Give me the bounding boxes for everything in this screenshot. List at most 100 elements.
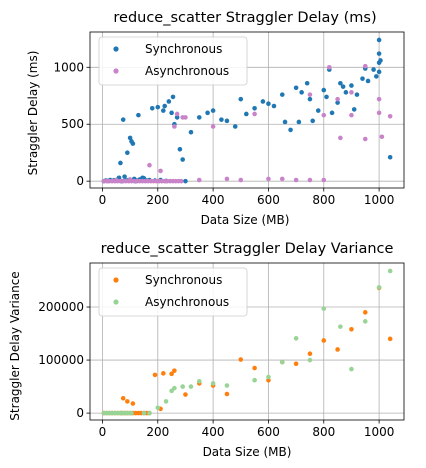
data-point (252, 111, 257, 117)
x-tick-label: 600 (257, 193, 280, 207)
x-tick-label: 400 (202, 425, 225, 439)
data-point (307, 357, 313, 363)
data-point (365, 78, 371, 84)
data-point (279, 359, 285, 365)
data-point (210, 124, 216, 129)
data-point (169, 110, 174, 116)
data-point (205, 110, 210, 116)
data-point (327, 64, 332, 70)
legend: Synchronous Asynchronous (98, 267, 248, 317)
data-point (321, 87, 327, 93)
legend-label-asynchronous: Asynchronous (145, 295, 229, 309)
data-point (349, 327, 354, 332)
data-point (335, 347, 340, 352)
data-point (362, 310, 368, 315)
data-point (136, 112, 141, 118)
data-point (362, 136, 368, 142)
data-point (169, 371, 174, 377)
data-point (349, 112, 354, 118)
y-tick-label: 0 (76, 174, 84, 188)
x-tick-label: 600 (257, 425, 280, 439)
x-axis-label: Data Size (MB) (201, 213, 290, 227)
data-point (172, 368, 177, 373)
data-point (379, 134, 385, 140)
data-point (210, 108, 216, 113)
data-point (351, 107, 357, 112)
data-point (310, 118, 316, 124)
data-point (307, 96, 313, 102)
data-point (335, 100, 340, 105)
data-point (170, 94, 176, 100)
data-point (238, 96, 244, 102)
data-point (172, 124, 177, 129)
legend-marker-asynchronous (113, 299, 119, 305)
data-point (338, 80, 343, 86)
data-point (177, 146, 183, 152)
data-point (244, 111, 249, 117)
data-point (224, 383, 230, 388)
data-point (376, 69, 382, 75)
data-point (130, 141, 136, 146)
data-point (224, 176, 230, 182)
data-point (122, 174, 127, 179)
data-point (129, 410, 134, 416)
data-point (296, 119, 302, 125)
y-tick-label: 500 (61, 117, 84, 131)
data-point (279, 176, 285, 182)
data-point (224, 391, 230, 397)
data-point (219, 117, 224, 122)
data-point (224, 118, 230, 124)
data-point (149, 105, 155, 111)
data-point (340, 84, 346, 89)
data-point (293, 336, 299, 341)
plot-area (89, 31, 405, 189)
data-point (163, 399, 169, 404)
data-point (238, 357, 244, 362)
data-point (271, 103, 277, 109)
data-point (335, 96, 340, 102)
data-point (321, 112, 327, 118)
data-point (307, 92, 313, 97)
data-point (180, 384, 185, 389)
data-point (354, 92, 360, 97)
x-tick-label: 800 (312, 193, 335, 207)
data-point (232, 124, 238, 129)
data-point (162, 103, 167, 109)
data-point (188, 384, 194, 389)
data-point (120, 117, 126, 122)
data-point (155, 405, 161, 411)
data-point (147, 162, 152, 168)
data-point (180, 157, 185, 162)
data-point (166, 99, 172, 104)
y-tick-label: 200000 (38, 300, 84, 314)
data-point (127, 177, 133, 182)
data-point (378, 58, 383, 63)
data-point (360, 76, 365, 81)
data-point (141, 410, 147, 416)
data-point (376, 51, 382, 56)
data-point (210, 381, 216, 386)
data-point (343, 90, 349, 95)
x-tick-label: 200 (146, 193, 169, 207)
data-point (376, 110, 382, 116)
data-point (174, 111, 180, 117)
y-tick-label: 0 (76, 406, 84, 420)
data-point (113, 177, 119, 183)
scatter-points (101, 37, 393, 184)
delay-chart: reduce_scatter Straggler Delay (ms) 0 200… (26, 10, 405, 227)
data-point (155, 104, 161, 110)
axis-ticks: 0 200 400 600 800 1000 0 500 1000 (53, 60, 394, 207)
legend-marker-asynchronous (113, 68, 119, 74)
data-point (374, 74, 379, 79)
x-tick-label: 1000 (364, 425, 395, 439)
y-tick-label: 100000 (38, 353, 84, 367)
data-point (120, 395, 126, 401)
data-point (376, 285, 382, 290)
data-point (338, 135, 343, 141)
x-tick-label: 0 (99, 425, 107, 439)
x-tick-label: 800 (312, 425, 335, 439)
data-point (183, 178, 188, 184)
data-point (252, 105, 257, 111)
data-point (196, 115, 202, 120)
data-point (174, 115, 180, 120)
